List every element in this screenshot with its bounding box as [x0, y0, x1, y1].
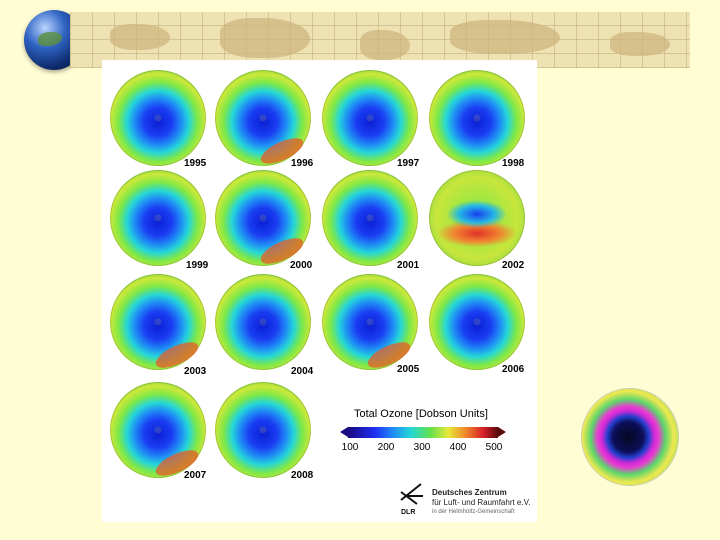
- dlr-logo-icon: DLR: [400, 483, 423, 516]
- ozone-map-1997: [322, 70, 418, 166]
- year-label-1997: 1997: [397, 158, 420, 169]
- ozone-map-1998: [429, 70, 525, 166]
- year-label-2004: 2004: [291, 366, 314, 377]
- ozone-map-1999: [110, 170, 206, 266]
- ozone-map-2008: [215, 382, 311, 478]
- legend-tick: 100: [341, 442, 359, 453]
- year-label-2002: 2002: [502, 260, 525, 271]
- ozone-map-1995: [110, 70, 206, 166]
- ozone-map-2005: [322, 274, 418, 370]
- dlr-org-line2: für Luft- und Raumfahrt e.V.: [432, 498, 531, 507]
- year-label-2003: 2003: [184, 366, 207, 377]
- year-label-2008: 2008: [291, 470, 314, 481]
- dlr-abbr: DLR: [401, 509, 415, 516]
- world-map-banner: [70, 12, 690, 68]
- legend-tick: 500: [485, 442, 503, 453]
- year-label-1996: 1996: [291, 158, 314, 169]
- ozone-map-2001: [322, 170, 418, 266]
- ozone-map-1996: [215, 70, 311, 166]
- legend-tick: 300: [413, 442, 431, 453]
- year-label-2001: 2001: [397, 260, 420, 271]
- year-label-2005: 2005: [397, 364, 420, 375]
- ozone-map-2006: [429, 274, 525, 370]
- legend-title: Total Ozone [Dobson Units]: [354, 408, 488, 420]
- year-label-1999: 1999: [186, 260, 209, 271]
- ozone-map-2000: [215, 170, 311, 266]
- year-label-2007: 2007: [184, 470, 207, 481]
- ozone-figure: 1995 1996 1997 1998 1999 2000 2001 2002 …: [102, 60, 537, 522]
- ozone-hole-thumbnail: [582, 389, 678, 485]
- year-label-1995: 1995: [184, 158, 207, 169]
- dlr-org-sub: in der Helmholtz-Gemeinschaft: [432, 509, 515, 515]
- ozone-map-2004: [215, 274, 311, 370]
- dlr-org-line1: Deutsches Zentrum: [432, 488, 507, 497]
- legend-tick: 200: [377, 442, 395, 453]
- legend-colorbar: [340, 427, 506, 438]
- dlr-org-name: Deutsches Zentrum für Luft- und Raumfahr…: [432, 488, 530, 508]
- year-label-2000: 2000: [290, 260, 313, 271]
- year-label-2006: 2006: [502, 364, 525, 375]
- ozone-map-2007: [110, 382, 206, 478]
- legend-tick: 400: [449, 442, 467, 453]
- ozone-map-2003: [110, 274, 206, 370]
- ozone-map-2002: [429, 170, 525, 266]
- year-label-1998: 1998: [502, 158, 525, 169]
